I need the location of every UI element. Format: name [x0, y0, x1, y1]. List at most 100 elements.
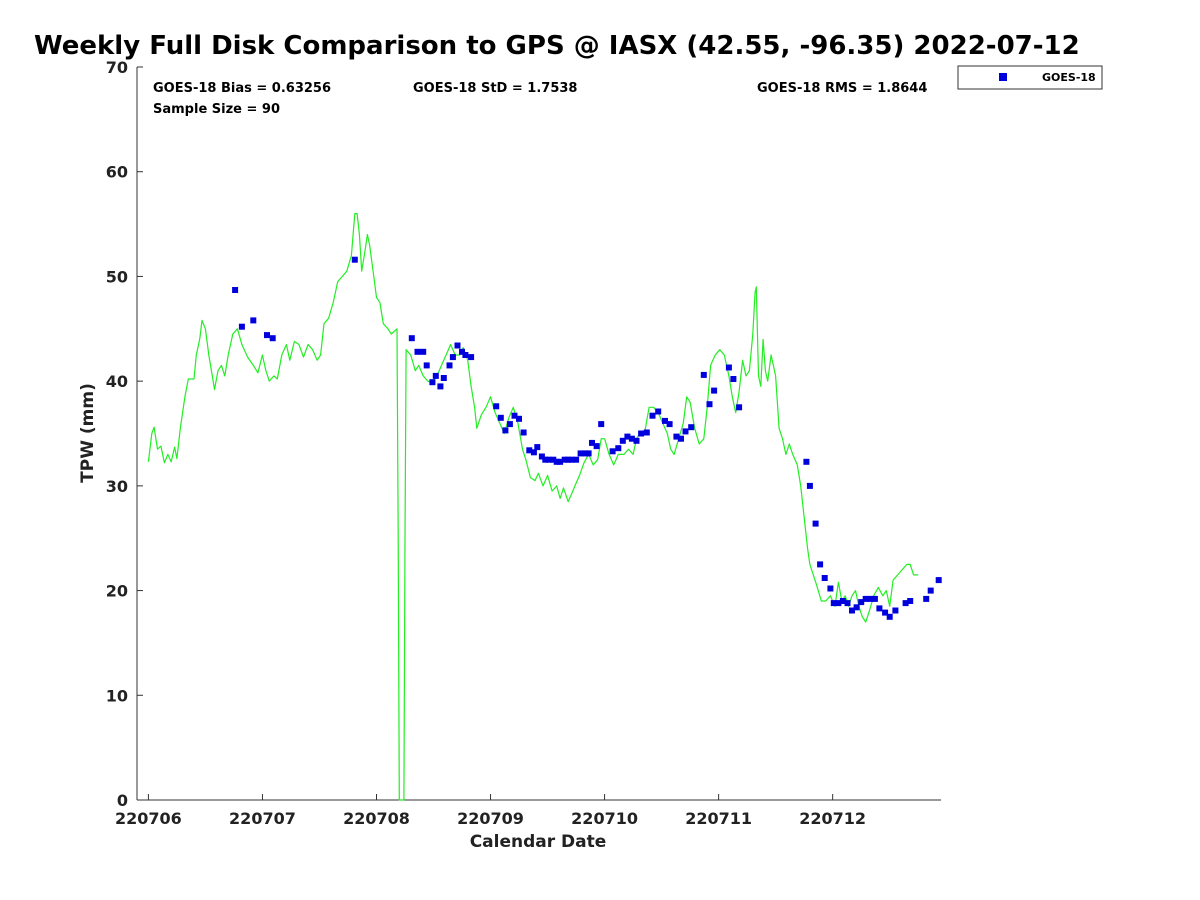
goes-data-point: [638, 430, 645, 437]
goes-data-point: [666, 421, 673, 428]
goes-data-point: [493, 403, 500, 410]
gps-series: [147, 213, 919, 801]
goes-data-point: [557, 458, 564, 465]
goes-data-point: [821, 575, 828, 581]
goes-data-point: [830, 600, 837, 607]
gps-series-line: [147, 213, 919, 801]
stat-sample-size: Sample Size = 90: [153, 102, 280, 117]
stat-rms: GOES-18 RMS = 1.8644: [757, 81, 927, 96]
x-axis-label: Calendar Date: [470, 832, 607, 852]
goes-data-point: [269, 335, 276, 342]
goes-data-point: [565, 456, 572, 463]
goes-data-point: [526, 447, 533, 454]
goes-data-point: [573, 456, 580, 463]
goes-data-point: [502, 427, 509, 434]
goes-data-point: [520, 429, 527, 436]
x-tick-label: 220706: [115, 809, 182, 828]
goes-data-point: [643, 429, 650, 436]
goes-data-point: [662, 417, 668, 424]
goes-data-point: [844, 600, 851, 607]
goes-data-point: [429, 379, 436, 386]
goes-data-point: [432, 372, 439, 379]
goes-data-point: [538, 453, 545, 460]
goes-data-point: [688, 424, 695, 431]
goes-data-point: [545, 456, 552, 463]
goes-data-point: [876, 605, 883, 612]
goes-data-point: [862, 595, 869, 602]
y-tick-label: 10: [106, 686, 128, 705]
goes-data-point: [423, 362, 430, 369]
x-tick-label: 220710: [571, 809, 638, 828]
goes-data-point: [542, 456, 549, 463]
goes-data-point: [351, 256, 358, 263]
goes-data-point: [561, 456, 568, 463]
goes-data-point: [907, 598, 914, 604]
goes-data-point: [700, 371, 707, 378]
legend-box: [957, 65, 1103, 90]
goes-data-point: [835, 600, 842, 607]
goes-data-point: [609, 448, 616, 455]
chart-title: Weekly Full Disk Comparison to GPS @ IAS…: [34, 31, 1080, 61]
y-tick-label: 50: [106, 267, 128, 286]
goes-data-point: [414, 348, 421, 355]
goes-data-point: [582, 450, 589, 457]
goes-data-point: [633, 437, 640, 444]
goes-data-point: [858, 599, 865, 606]
goes-data-point: [853, 604, 860, 611]
goes-data-point: [516, 415, 522, 422]
plot-area: 0 10 20 30 40 50 60 70 220706 220707 220708 220709…: [106, 58, 942, 828]
y-tick-label: 70: [106, 58, 128, 77]
goes-data-point: [468, 354, 475, 361]
y-tick-label: 20: [106, 582, 128, 601]
x-tick-label: 220709: [457, 809, 524, 828]
goes-data-point: [706, 401, 713, 408]
goes-data-point: [871, 595, 878, 602]
legend-goes-marker: [999, 73, 1007, 81]
goes-data-point: [589, 439, 595, 446]
x-tick-label: 220707: [229, 809, 296, 828]
goes-data-point: [238, 323, 245, 330]
y-axis-ticks: 0 10 20 30 40 50 60 70: [106, 58, 143, 810]
x-tick-label: 220712: [799, 809, 866, 828]
goes-data-point: [408, 335, 415, 342]
goes-data-point: [264, 332, 270, 339]
goes-data-point: [678, 435, 684, 442]
x-tick-label: 220708: [343, 809, 410, 828]
goes-data-point: [886, 613, 893, 620]
goes-data-point: [730, 376, 737, 382]
goes-data-point: [806, 482, 813, 489]
goes-data-point: [619, 437, 626, 444]
legend-goes-label: GOES-18: [1042, 71, 1096, 84]
goes-data-point: [902, 600, 909, 607]
goes-data-point: [892, 607, 899, 614]
goes-data-point: [534, 444, 541, 451]
goes-data-point: [446, 362, 453, 369]
goes-data-point: [655, 408, 662, 415]
goes-data-point: [628, 435, 635, 442]
goes-data-point: [927, 587, 934, 594]
stat-bias: GOES-18 Bias = 0.63256: [153, 81, 331, 96]
y-axis-label: TPW (mm): [78, 383, 98, 483]
goes-data-point: [593, 443, 600, 450]
goes-data-point: [711, 387, 718, 394]
goes-data-point: [553, 458, 560, 465]
goes-data-point: [882, 609, 889, 616]
goes-data-point: [420, 348, 427, 355]
goes-data-point: [459, 348, 465, 355]
goes-data-point: [437, 383, 444, 390]
goes-data-point: [682, 428, 689, 435]
goes-data-point: [568, 456, 575, 463]
x-tick-label: 220711: [685, 809, 752, 828]
goes-data-point: [449, 354, 456, 361]
goes-data-point: [530, 449, 537, 456]
goes-data-point: [440, 375, 447, 381]
legend: GOES-18: [957, 65, 1103, 90]
goes-data-point: [585, 450, 592, 457]
y-tick-label: 0: [117, 791, 128, 810]
goes-data-point: [511, 412, 518, 419]
goes-data-point: [923, 595, 930, 602]
goes-data-point: [497, 414, 504, 421]
goes-series: [232, 256, 942, 620]
goes-data-point: [817, 561, 824, 568]
